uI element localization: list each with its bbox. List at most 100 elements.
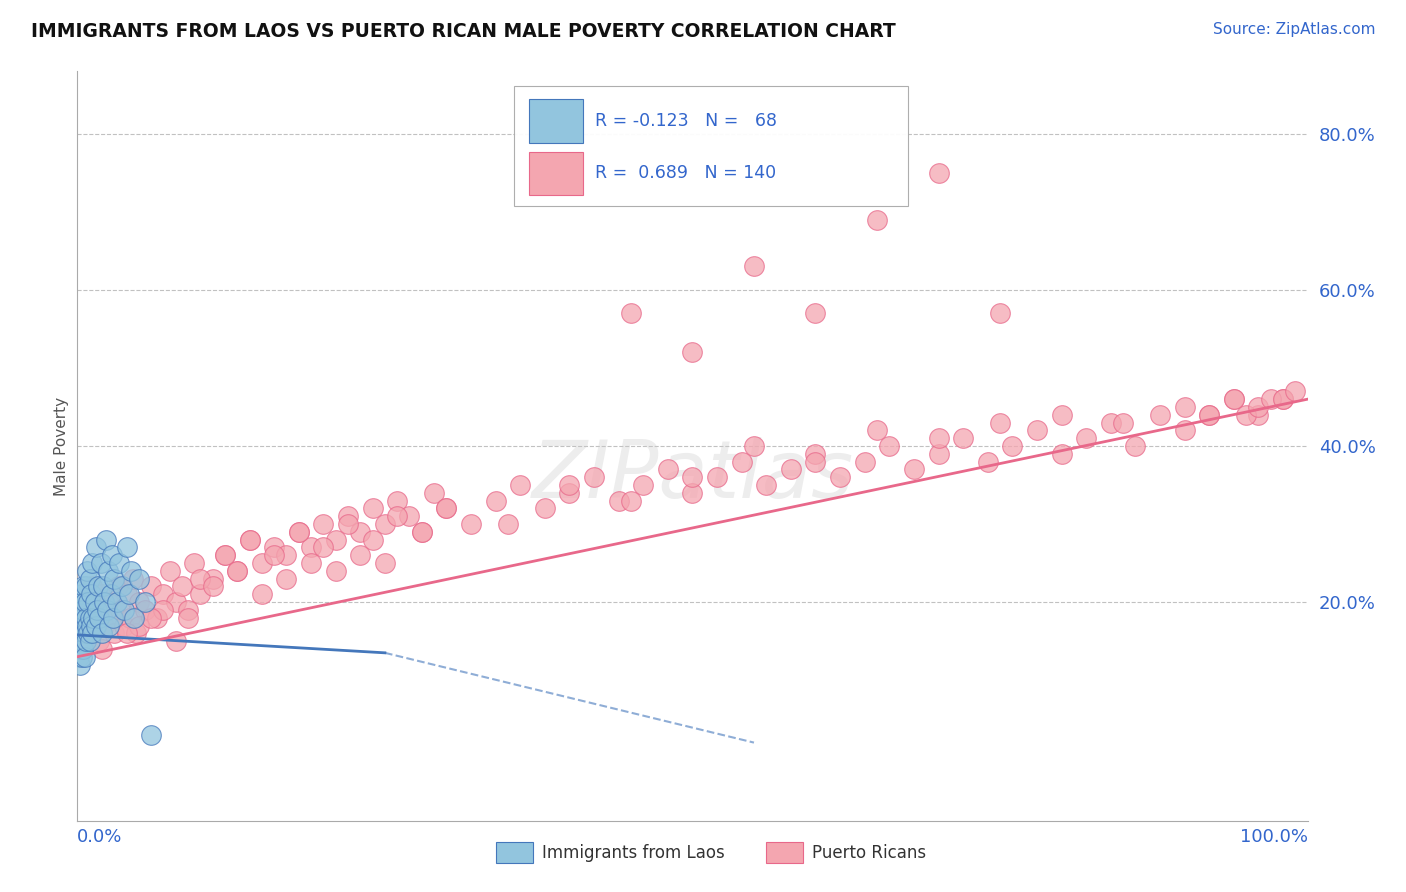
- Point: [90, 587, 114, 601]
- Point: [103, 572, 125, 586]
- Point: [436, 501, 458, 516]
- Point: [70, 611, 93, 625]
- Point: [288, 524, 311, 539]
- Point: [101, 611, 124, 625]
- Text: IMMIGRANTS FROM LAOS VS PUERTO RICAN MALE POVERTY CORRELATION CHART: IMMIGRANTS FROM LAOS VS PUERTO RICAN MAL…: [31, 22, 896, 41]
- Point: [830, 470, 852, 484]
- Point: [120, 611, 142, 625]
- Point: [607, 493, 630, 508]
- Point: [1272, 392, 1295, 407]
- Y-axis label: Male Poverty: Male Poverty: [53, 396, 69, 496]
- Point: [72, 642, 94, 657]
- Point: [299, 556, 322, 570]
- Point: [84, 618, 107, 632]
- Point: [108, 556, 131, 570]
- Point: [250, 587, 273, 601]
- Point: [928, 431, 950, 445]
- Point: [87, 580, 110, 594]
- Point: [101, 548, 124, 563]
- Point: [201, 580, 224, 594]
- Point: [804, 306, 827, 320]
- Point: [620, 493, 643, 508]
- Point: [558, 478, 581, 492]
- Point: [928, 166, 950, 180]
- FancyBboxPatch shape: [529, 99, 583, 143]
- Point: [70, 618, 93, 632]
- Point: [121, 572, 143, 586]
- Point: [183, 556, 205, 570]
- Point: [80, 587, 103, 601]
- Point: [73, 649, 96, 664]
- Point: [1272, 392, 1295, 407]
- Point: [73, 626, 96, 640]
- Point: [214, 548, 236, 563]
- Point: [742, 260, 765, 274]
- Text: R =  0.689   N = 140: R = 0.689 N = 140: [595, 164, 776, 182]
- Point: [385, 493, 409, 508]
- Point: [657, 462, 679, 476]
- Point: [534, 501, 557, 516]
- Point: [374, 517, 396, 532]
- Point: [67, 618, 90, 632]
- Point: [72, 603, 94, 617]
- Point: [70, 587, 93, 601]
- Point: [89, 611, 111, 625]
- Point: [107, 580, 129, 594]
- Point: [70, 626, 93, 640]
- Point: [112, 603, 135, 617]
- Point: [349, 548, 371, 563]
- Point: [337, 509, 360, 524]
- Point: [349, 524, 371, 539]
- Point: [325, 533, 347, 547]
- Point: [118, 587, 141, 601]
- Point: [72, 642, 94, 657]
- Point: [77, 595, 100, 609]
- Point: [146, 611, 169, 625]
- FancyBboxPatch shape: [529, 152, 583, 195]
- Text: Source: ZipAtlas.com: Source: ZipAtlas.com: [1212, 22, 1375, 37]
- Point: [73, 595, 96, 609]
- Point: [76, 618, 98, 632]
- FancyBboxPatch shape: [496, 842, 533, 863]
- Point: [121, 564, 143, 578]
- Point: [77, 626, 100, 640]
- Point: [112, 618, 135, 632]
- Point: [263, 541, 285, 555]
- Point: [84, 611, 107, 625]
- Point: [1198, 408, 1220, 422]
- Point: [337, 517, 360, 532]
- Point: [239, 533, 262, 547]
- Point: [165, 595, 187, 609]
- Point: [682, 470, 704, 484]
- Point: [86, 603, 108, 617]
- Point: [1174, 400, 1197, 414]
- Point: [82, 556, 104, 570]
- Point: [70, 603, 93, 617]
- Point: [128, 618, 150, 632]
- Text: R = -0.123   N =   68: R = -0.123 N = 68: [595, 112, 778, 130]
- Point: [82, 626, 104, 640]
- Point: [152, 587, 174, 601]
- Point: [706, 470, 728, 484]
- Point: [239, 533, 262, 547]
- Point: [1050, 447, 1073, 461]
- Point: [177, 611, 200, 625]
- Point: [90, 556, 112, 570]
- Point: [509, 478, 531, 492]
- Point: [93, 595, 115, 609]
- Point: [79, 572, 101, 586]
- Point: [276, 548, 298, 563]
- Point: [1223, 392, 1246, 407]
- Point: [1076, 431, 1098, 445]
- Point: [583, 470, 606, 484]
- Point: [177, 603, 200, 617]
- Point: [79, 611, 101, 625]
- Point: [134, 595, 156, 609]
- Point: [742, 439, 765, 453]
- Text: 100.0%: 100.0%: [1240, 828, 1308, 847]
- Point: [1234, 408, 1257, 422]
- Point: [122, 611, 145, 625]
- Point: [96, 603, 118, 617]
- Point: [70, 642, 93, 657]
- Point: [76, 603, 98, 617]
